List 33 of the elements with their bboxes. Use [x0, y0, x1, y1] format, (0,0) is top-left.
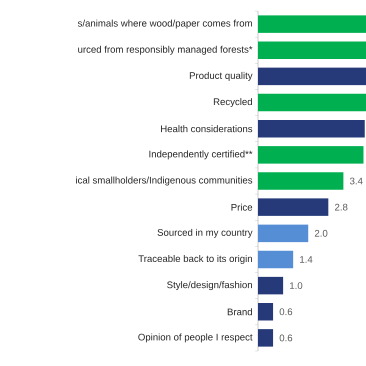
bar	[258, 224, 308, 242]
data-label: 3.4	[350, 178, 363, 184]
y-tick-label: Price	[232, 204, 252, 211]
bar	[258, 172, 344, 190]
data-label: 2.0	[314, 230, 328, 237]
y-tick-label: Style/design/fashion	[167, 281, 252, 290]
bar	[258, 303, 274, 321]
bar	[258, 276, 284, 294]
y-tick-label: Product quality	[190, 72, 253, 81]
y-tick-label: urced from responsibly managed forests*	[78, 46, 252, 55]
bar	[258, 146, 364, 164]
bar	[258, 250, 294, 268]
bar	[258, 94, 366, 112]
bar	[258, 68, 366, 86]
data-label: 0.6	[280, 308, 292, 316]
y-tick-label: Health considerations	[161, 125, 252, 132]
bar	[258, 120, 365, 138]
bar	[258, 15, 366, 33]
bar	[258, 41, 366, 59]
data-label: 1.4	[300, 256, 312, 263]
y-tick-label: ical smallholders/Indigenous communities	[76, 176, 252, 186]
bar	[258, 329, 274, 347]
data-label: 1.0	[290, 282, 302, 290]
y-tick-label: Brand	[228, 308, 252, 316]
y-tick-label: s/animals where wood/paper comes from	[78, 20, 252, 29]
y-tick-label: Sourced in my country	[158, 228, 253, 238]
data-label: 0.6	[280, 334, 292, 342]
data-label: 2.8	[335, 204, 348, 211]
y-tick-label: Traceable back to its origin	[138, 254, 252, 264]
y-tick-label: Recycled	[214, 98, 252, 108]
y-tick-label: Independently certified**	[149, 150, 252, 160]
bar	[258, 198, 328, 216]
y-tick-label: Opinion of people I respect	[138, 333, 253, 342]
